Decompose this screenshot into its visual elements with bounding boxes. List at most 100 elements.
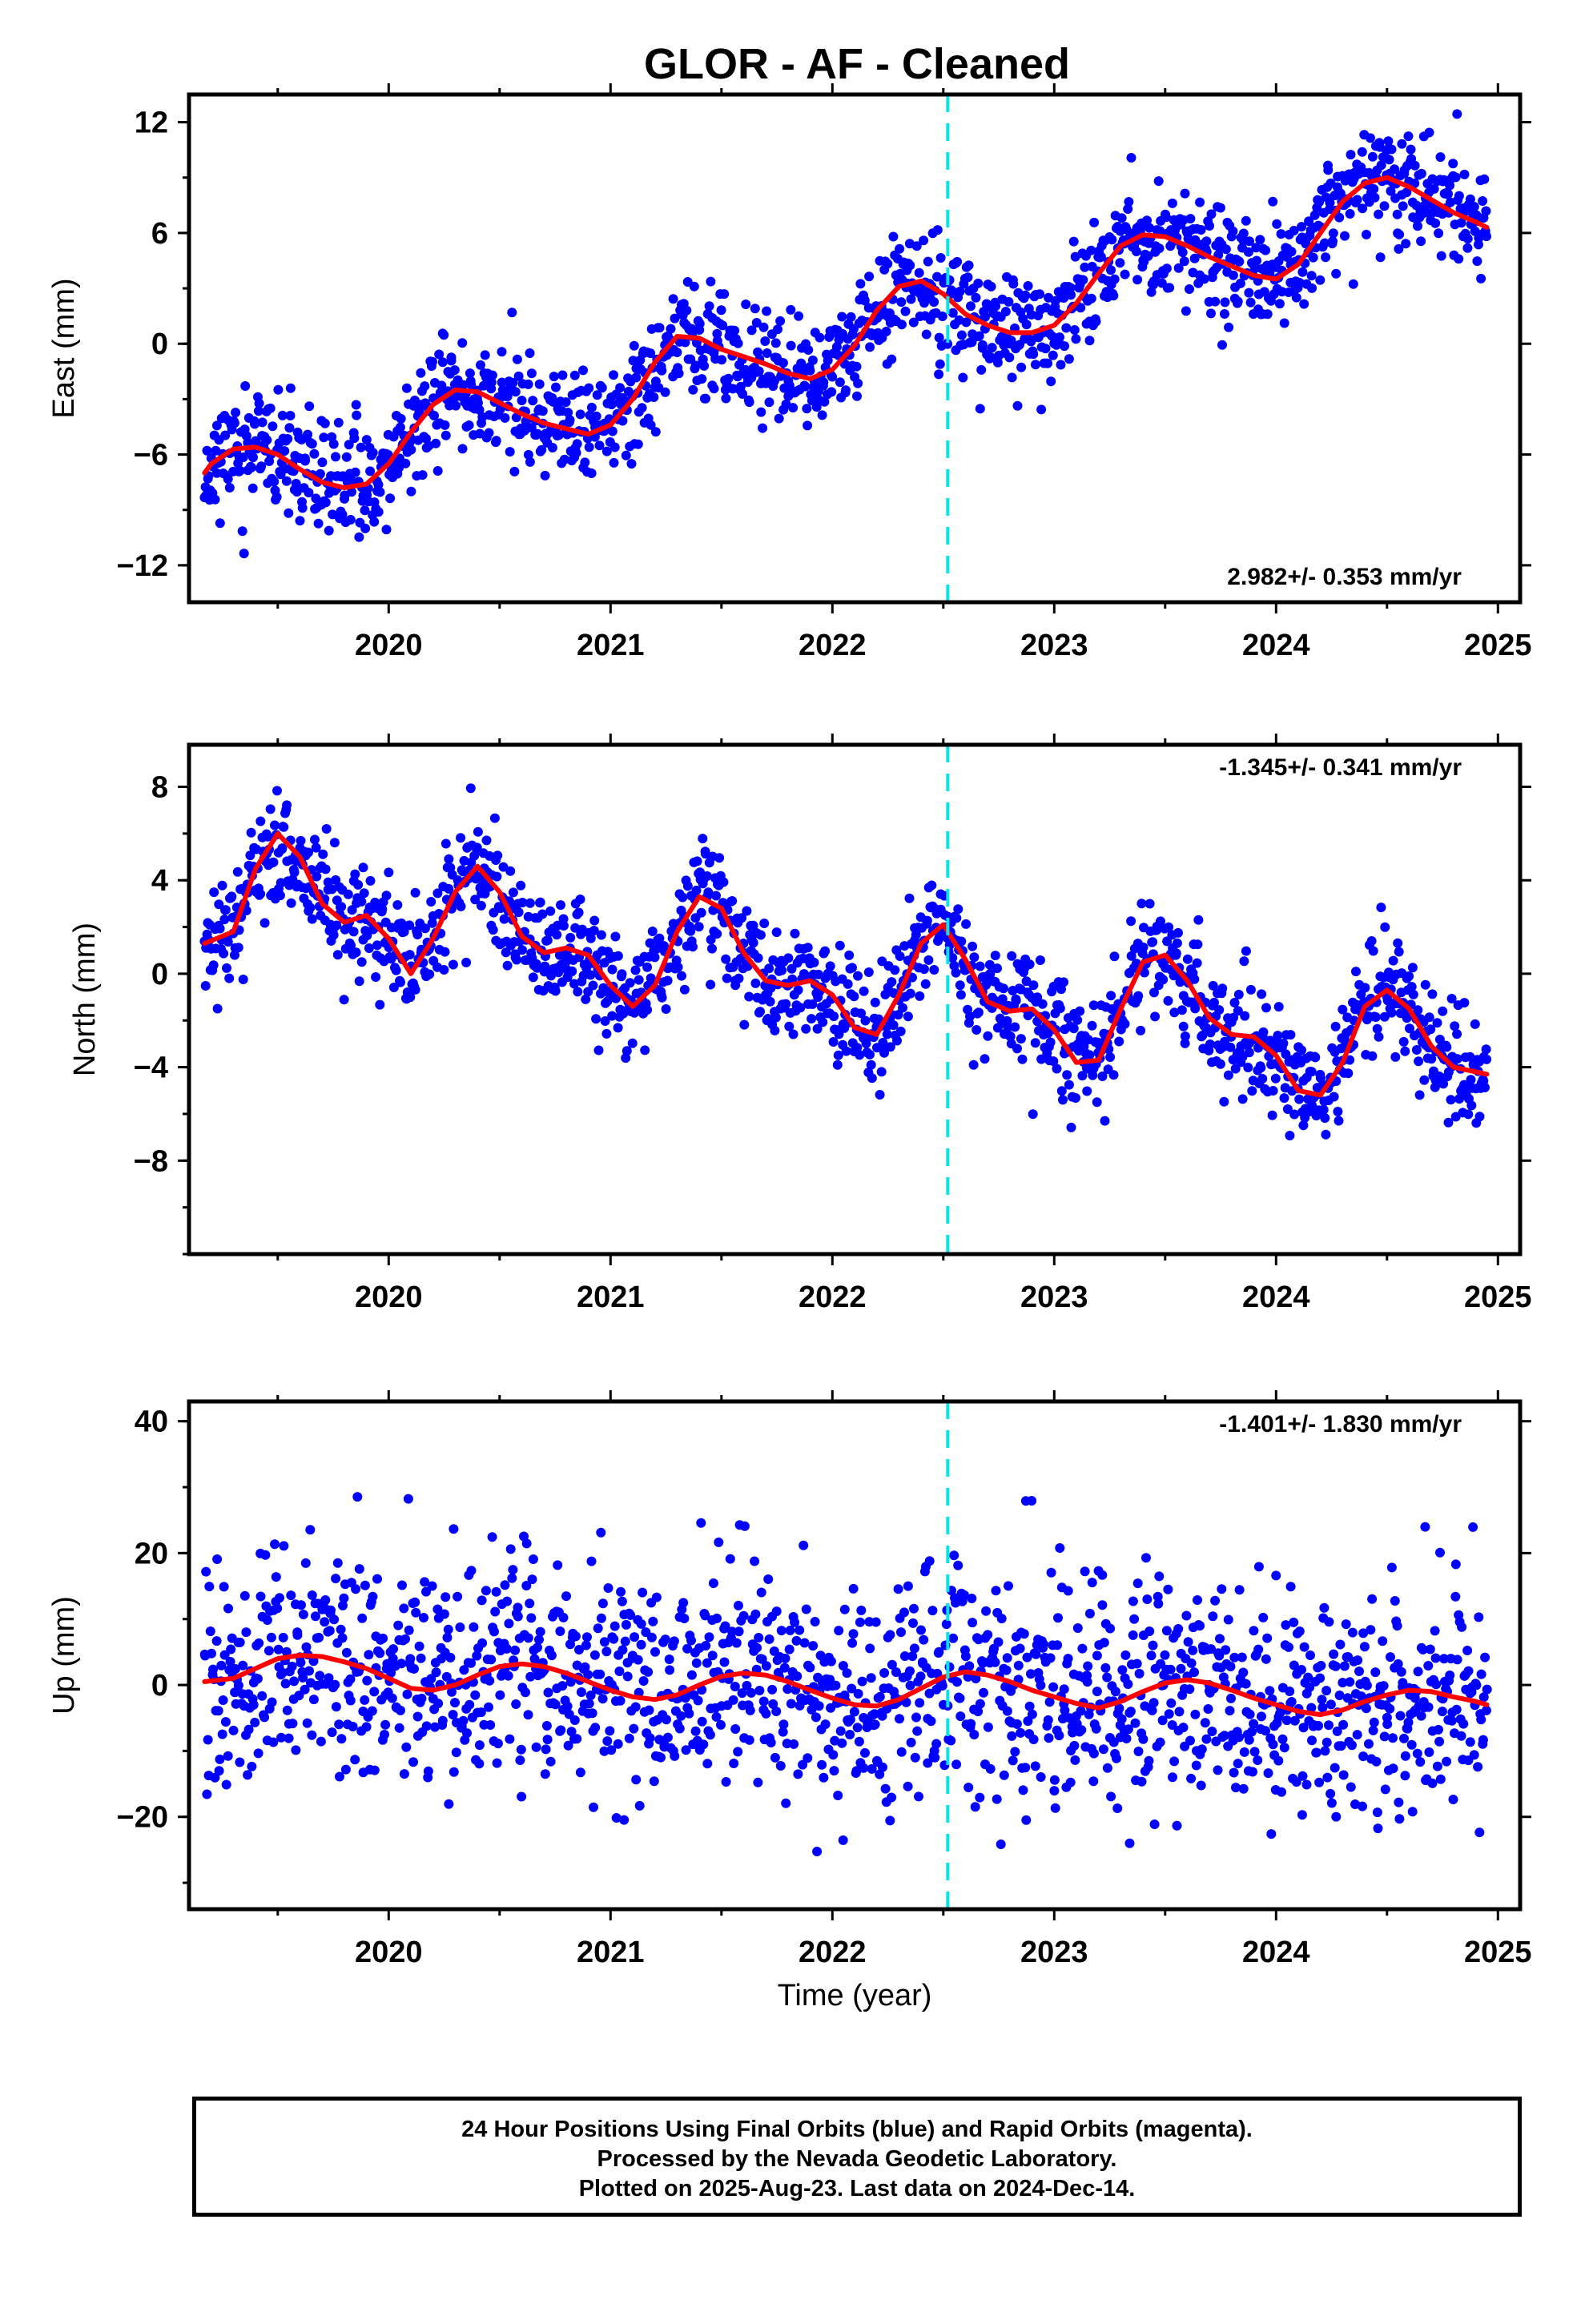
data-point <box>487 370 497 380</box>
data-point <box>1005 1031 1016 1042</box>
data-point <box>960 1651 971 1662</box>
data-point <box>1088 1776 1099 1787</box>
data-point <box>1076 1725 1087 1735</box>
data-point <box>410 984 420 995</box>
data-point <box>312 871 322 882</box>
data-point <box>1153 176 1164 187</box>
data-point <box>841 385 851 396</box>
data-point <box>537 909 548 919</box>
data-point <box>268 857 279 867</box>
data-point <box>589 926 599 935</box>
data-point <box>223 1751 233 1761</box>
data-point <box>1406 144 1416 155</box>
data-point <box>1374 1031 1384 1042</box>
data-point <box>1345 209 1355 219</box>
data-point <box>1071 334 1081 344</box>
data-point <box>450 1698 460 1708</box>
data-point <box>1114 1703 1124 1714</box>
data-point <box>790 1617 800 1627</box>
data-point <box>433 1699 444 1709</box>
data-point <box>331 1702 341 1712</box>
data-point <box>1224 322 1234 332</box>
data-point <box>637 403 647 413</box>
data-point <box>923 1758 933 1768</box>
data-point <box>1258 1612 1269 1622</box>
data-point <box>964 1661 975 1671</box>
data-point <box>830 1735 840 1746</box>
data-point <box>451 400 461 411</box>
data-point <box>493 1739 503 1749</box>
data-point <box>1380 922 1390 932</box>
data-point <box>362 1675 372 1686</box>
data-point <box>352 410 362 420</box>
data-point <box>1196 1780 1206 1791</box>
data-point <box>396 413 406 424</box>
data-point <box>1213 1765 1223 1775</box>
data-point <box>679 1614 690 1623</box>
data-point <box>1059 1684 1069 1695</box>
data-point <box>304 488 314 498</box>
data-point <box>489 813 500 823</box>
data-point <box>399 927 409 937</box>
data-point <box>505 866 516 876</box>
data-point <box>855 1050 865 1060</box>
data-point <box>351 947 361 958</box>
data-point <box>224 483 235 493</box>
data-point <box>558 921 569 931</box>
data-point <box>1028 1109 1038 1120</box>
data-point <box>1281 1049 1291 1059</box>
data-point <box>336 902 347 912</box>
data-point <box>670 1751 680 1761</box>
data-point <box>1306 271 1317 281</box>
data-point <box>638 1587 648 1598</box>
data-point <box>932 1668 943 1679</box>
data-point <box>1021 320 1032 330</box>
data-point <box>1429 183 1439 194</box>
data-point <box>599 1637 609 1647</box>
data-point <box>835 1726 846 1736</box>
data-point <box>761 1708 771 1719</box>
data-point <box>439 1609 449 1619</box>
data-point <box>1219 1731 1229 1741</box>
data-point <box>583 1670 593 1680</box>
data-point <box>307 439 317 449</box>
data-point <box>1278 1038 1289 1048</box>
data-point <box>948 1633 959 1643</box>
data-point <box>1007 1731 1017 1741</box>
data-point <box>1243 247 1253 257</box>
data-point <box>381 891 392 901</box>
data-point <box>1403 131 1414 142</box>
fit-line-east <box>202 175 1490 491</box>
data-point <box>477 1595 487 1606</box>
data-point <box>262 1615 272 1625</box>
data-point <box>1060 1705 1070 1715</box>
data-point <box>220 430 231 440</box>
data-point <box>230 1664 240 1674</box>
data-point <box>1133 991 1144 1001</box>
data-point <box>1123 1724 1133 1735</box>
data-point <box>1035 955 1045 965</box>
data-point <box>807 999 818 1009</box>
data-point <box>707 1651 718 1661</box>
data-point <box>1084 1709 1094 1719</box>
data-point <box>694 319 705 329</box>
data-point <box>1265 1686 1275 1696</box>
data-point <box>986 281 996 292</box>
data-point <box>794 311 804 321</box>
data-point <box>1414 1056 1424 1067</box>
data-point <box>1132 1659 1142 1669</box>
data-point <box>947 286 957 296</box>
data-point <box>1268 1739 1278 1750</box>
data-point <box>1261 1654 1271 1664</box>
data-point <box>803 943 813 953</box>
data-point <box>686 324 697 334</box>
data-point <box>1083 1661 1093 1671</box>
data-point <box>1136 1025 1146 1035</box>
data-point <box>1229 1012 1238 1023</box>
data-point <box>1430 218 1441 228</box>
data-point <box>855 1617 865 1627</box>
ytick-label: 6 <box>151 217 168 251</box>
data-point <box>254 398 264 408</box>
data-point <box>281 1647 292 1657</box>
data-point <box>779 1663 790 1673</box>
